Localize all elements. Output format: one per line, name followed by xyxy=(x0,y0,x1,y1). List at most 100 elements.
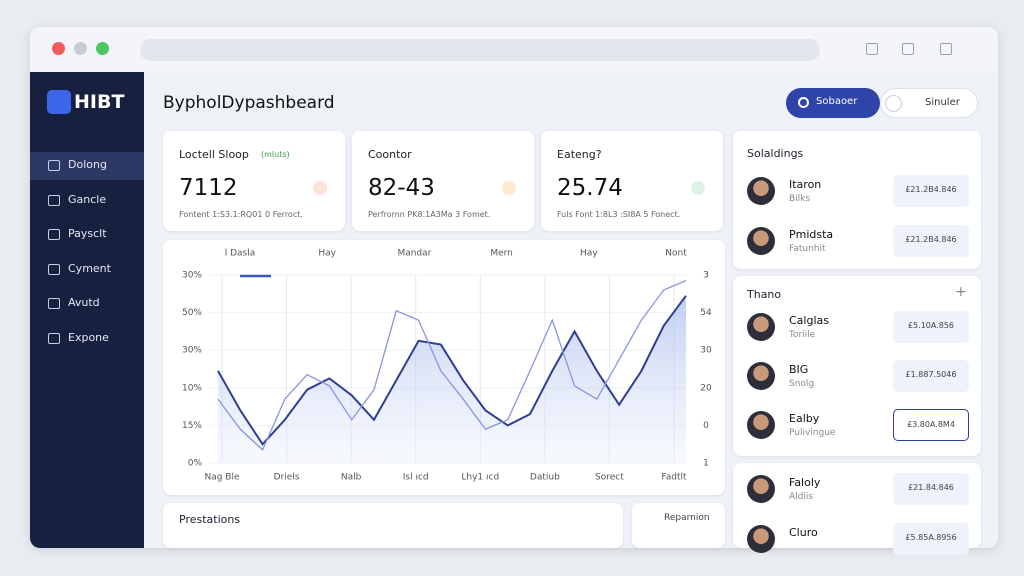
nav-label: Dolong xyxy=(68,158,107,171)
header-label: Mern xyxy=(490,249,513,259)
amount-pill[interactable]: £21.2B4.846 xyxy=(893,175,969,207)
person-sub: Aldiis xyxy=(789,492,814,502)
person-name: Cluro xyxy=(789,526,818,539)
more-card: Faloly Aldiis £21.84.846 Cluro £5.85A.8956 xyxy=(733,463,981,555)
x-tick-label: Sorect xyxy=(595,473,624,483)
address-bar[interactable] xyxy=(140,39,820,61)
header-label: l Dasla xyxy=(225,249,256,259)
logo-icon xyxy=(47,90,71,114)
nav-item[interactable]: Cyment xyxy=(30,256,144,284)
y2-tick-label: 30 xyxy=(700,346,712,356)
nav-item[interactable]: Gancle xyxy=(30,187,144,215)
line xyxy=(217,280,687,451)
secondary-button[interactable]: Sinuler xyxy=(880,88,978,118)
nav-item[interactable]: Paysclt xyxy=(30,221,144,249)
amount-pill[interactable]: £21.84.846 xyxy=(893,473,969,505)
amount: £21.2B4.846 xyxy=(905,185,957,194)
nav-icon xyxy=(48,263,60,275)
nav-icon xyxy=(48,194,60,206)
x-tick-label: Fadtlt xyxy=(661,473,687,483)
nav-icon xyxy=(48,229,60,240)
stat-label: Eateng? xyxy=(557,148,602,161)
person-sub: Pulivingue xyxy=(789,428,836,438)
primary-button[interactable]: Sobaoer xyxy=(786,88,880,118)
panel-title: Thano xyxy=(747,288,782,301)
amount-pill[interactable]: £5.85A.8956 xyxy=(893,523,969,555)
line-chart: 30% 50% 30% 10% 15% 0% 3 54 30 20 0 1 Nag Ble Driels N… xyxy=(182,249,712,483)
toggle xyxy=(885,95,902,112)
nav-icon xyxy=(48,332,60,344)
person-sub: Bilks xyxy=(789,194,811,204)
y-tick-label: 30% xyxy=(182,271,202,281)
stat-note: Fontent 1:S3.1:RQ01 0 Ferroct. xyxy=(179,210,303,219)
nav-label: Expone xyxy=(68,330,109,344)
header-label: Hay xyxy=(580,249,598,259)
bottom-card: Reparnion xyxy=(632,503,725,548)
nav-label: Cyment xyxy=(68,261,111,275)
amount-pill[interactable]: £21.2B4.846 xyxy=(893,225,969,257)
stat-value: 82-43 xyxy=(368,175,435,201)
stat-note: Fuls Font 1:8L3 :SI8A 5 Fonect. xyxy=(557,210,681,219)
amount: £5.85A.8956 xyxy=(905,533,957,542)
y-tick-label: 50% xyxy=(182,308,202,318)
amount: £21.84.846 xyxy=(908,483,954,492)
stat-note: Perfrornn PK8.1A3Ma 3 Fomet. xyxy=(368,210,491,219)
card-title: Reparnion xyxy=(664,513,710,523)
y2-tick-label: 0 xyxy=(703,421,709,431)
header-label: Nont xyxy=(665,249,687,259)
stat-icon xyxy=(691,181,705,195)
person-name: Itaron xyxy=(789,178,822,191)
button-icon xyxy=(798,97,809,108)
stat-card: Coontor 82-43 Perfrornn PK8.1A3Ma 3 Fomet. xyxy=(352,131,534,231)
stat-tag: (mluts) xyxy=(261,150,290,159)
amount-pill[interactable]: £1.887.5046 xyxy=(893,360,969,392)
x-tick-label: Driels xyxy=(274,473,300,483)
amount-pill[interactable]: £3.80A.8M4 xyxy=(893,409,969,441)
chart-card: 30% 50% 30% 10% 15% 0% 3 54 30 20 0 1 Nag Ble Driels N… xyxy=(163,240,725,495)
stat-value: 7112 xyxy=(179,175,238,201)
y2-tick-label: 3 xyxy=(703,271,709,281)
y2-tick-label: 20 xyxy=(700,383,712,393)
x-tick-label: Lhy1 ıcd xyxy=(461,473,499,483)
x-tick-label: Isl ıcd xyxy=(403,473,429,483)
x-tick-label: Nalb xyxy=(341,473,362,483)
header-label: Hay xyxy=(318,249,336,259)
nav-item[interactable]: Avutd xyxy=(30,290,144,318)
page-title: BypholDypashbeard xyxy=(163,93,335,113)
person-name: Ealby xyxy=(789,412,820,425)
stat-icon xyxy=(313,181,327,195)
header-label: Mandar xyxy=(397,249,431,259)
add-button[interactable]: + xyxy=(955,284,967,300)
button-label: Sobaoer xyxy=(816,96,858,107)
person-sub: Toriile xyxy=(789,330,816,340)
nav-item[interactable]: Expone xyxy=(30,325,144,353)
person-name: Calglas xyxy=(789,314,829,327)
stat-label: Loctell Sloop xyxy=(179,148,249,161)
stat-icon xyxy=(502,181,516,195)
nav-label: Paysclt xyxy=(68,227,107,240)
window-button[interactable] xyxy=(52,42,65,55)
toolbar-icon[interactable] xyxy=(902,43,914,55)
person-name: Faloly xyxy=(789,476,821,489)
button-label: Sinuler xyxy=(925,97,960,108)
y-tick-label: 30% xyxy=(182,346,202,356)
nav-icon xyxy=(48,298,60,309)
toolbar-icon[interactable] xyxy=(940,43,952,55)
person-name: BIG xyxy=(789,363,809,376)
x-tick-label: Nag Ble xyxy=(204,473,239,483)
person-name: Pmidsta xyxy=(789,228,834,241)
bottom-card: Prestations xyxy=(163,503,623,548)
amount: £21.2B4.846 xyxy=(905,235,957,244)
toolbar-icon[interactable] xyxy=(866,43,878,55)
team-card: Thano + Calglas Toriile £5.10A.856 BIG Snolg £1… xyxy=(733,276,981,456)
window-button[interactable] xyxy=(96,42,109,55)
nav-item[interactable]: Dolong xyxy=(30,152,144,180)
brand: HIBT xyxy=(74,91,125,113)
line xyxy=(217,295,687,446)
sidebar xyxy=(30,72,144,548)
amount-pill[interactable]: £5.10A.856 xyxy=(893,311,969,343)
card-title: Prestations xyxy=(179,513,241,526)
stat-value: 25.74 xyxy=(557,175,623,201)
window-button[interactable] xyxy=(74,42,87,55)
